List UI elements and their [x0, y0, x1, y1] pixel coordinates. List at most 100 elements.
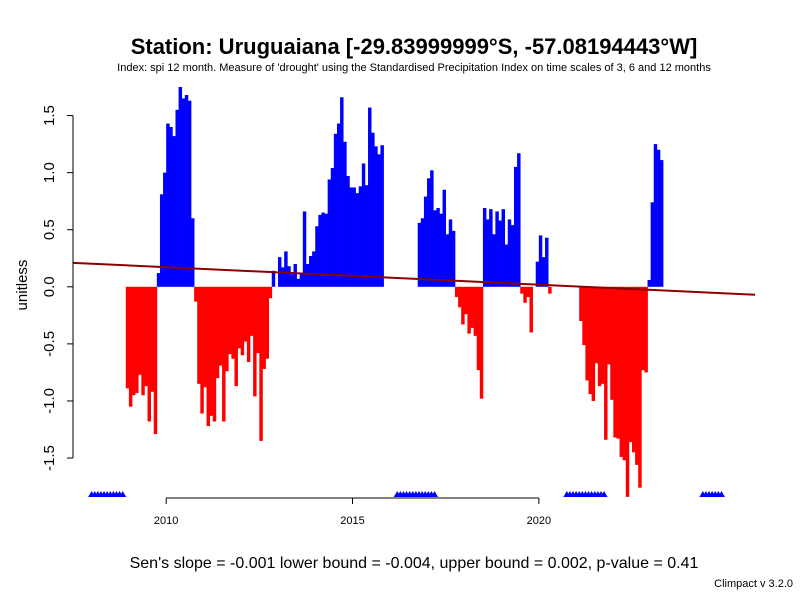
- positive-bar: [330, 168, 335, 287]
- negative-bar: [132, 286, 136, 396]
- negative-bar: [631, 286, 636, 453]
- bar-series: [125, 87, 664, 497]
- positive-bar: [445, 234, 450, 287]
- y-axis: -1.5 -1.0 -0.5 0.0 0.5 1.0 1.5: [41, 105, 74, 471]
- negative-bar: [520, 286, 524, 294]
- negative-bar: [619, 286, 624, 457]
- negative-bar: [467, 286, 471, 334]
- negative-bar: [607, 286, 611, 365]
- negative-bar: [464, 286, 468, 315]
- positive-bar: [361, 163, 366, 287]
- negative-bar: [526, 286, 530, 298]
- negative-bar: [138, 286, 142, 375]
- x-tick-label: 2015: [340, 515, 364, 527]
- positive-bar: [312, 251, 316, 287]
- negative-bar: [641, 286, 645, 371]
- negative-bar: [200, 286, 204, 414]
- negative-bar: [206, 286, 210, 427]
- negative-bar: [246, 286, 251, 363]
- negative-bar: [215, 286, 220, 379]
- positive-bar: [482, 208, 487, 287]
- negative-bar: [594, 286, 599, 364]
- positive-bar: [650, 202, 655, 287]
- positive-bar: [309, 255, 313, 287]
- negative-bar: [604, 286, 608, 440]
- negative-bar: [616, 286, 620, 439]
- negative-bar: [622, 286, 627, 461]
- positive-bar: [507, 219, 512, 287]
- positive-bar: [324, 213, 329, 287]
- x-axis: 2010 2015 2020: [154, 497, 551, 527]
- positive-bar: [296, 278, 301, 287]
- negative-bar: [218, 286, 223, 366]
- positive-bar: [492, 234, 496, 287]
- missing-value-marker: [717, 491, 725, 497]
- negative-bar: [638, 286, 642, 488]
- negative-bar: [262, 286, 266, 369]
- positive-bar: [284, 251, 288, 287]
- positive-bar: [377, 154, 381, 287]
- negative-bar: [253, 286, 257, 397]
- y-axis-label: unitless: [14, 260, 31, 311]
- positive-bar: [321, 212, 325, 287]
- positive-bar: [305, 263, 310, 287]
- positive-bar: [271, 270, 276, 287]
- sens-slope-summary: Sen's slope = -0.001 lower bound = -0.00…: [130, 555, 699, 572]
- chart-subtitle: Index: spi 12 month. Measure of 'drought…: [117, 62, 711, 74]
- positive-bar: [371, 132, 375, 287]
- positive-bar: [448, 219, 453, 287]
- positive-bar: [163, 172, 167, 287]
- positive-bar: [187, 100, 192, 287]
- positive-bar: [175, 109, 179, 287]
- negative-bar: [150, 286, 155, 392]
- negative-bar: [225, 286, 229, 372]
- negative-bar: [588, 286, 592, 395]
- negative-bar: [228, 286, 232, 355]
- negative-bar: [141, 286, 145, 396]
- positive-bar: [486, 219, 490, 287]
- negative-bar: [628, 286, 633, 443]
- positive-bar: [336, 123, 341, 287]
- positive-bar: [156, 273, 161, 287]
- negative-bar: [231, 286, 235, 359]
- positive-bar: [374, 146, 378, 287]
- positive-bar: [510, 225, 515, 287]
- negative-bar: [256, 286, 260, 354]
- positive-bar: [504, 244, 509, 287]
- positive-bar: [281, 267, 285, 287]
- negative-bar: [153, 286, 158, 435]
- positive-bar: [181, 98, 186, 287]
- negative-bar: [128, 286, 133, 407]
- positive-bar: [427, 178, 431, 287]
- positive-bar: [290, 274, 294, 287]
- positive-bar: [517, 153, 521, 287]
- negative-bar: [197, 286, 201, 384]
- positive-bar: [355, 193, 360, 287]
- x-tick-label: 2020: [527, 515, 551, 527]
- positive-bar: [495, 211, 499, 287]
- negative-bar: [234, 286, 238, 387]
- positive-bar: [184, 94, 189, 287]
- negative-bar: [479, 286, 484, 399]
- positive-bar: [653, 144, 658, 287]
- positive-bar: [299, 273, 304, 287]
- x-tick-label: 2010: [154, 515, 178, 527]
- positive-bar: [439, 213, 443, 287]
- positive-bar: [442, 189, 447, 287]
- missing-value-marker: [119, 491, 127, 497]
- negative-bar: [135, 286, 139, 393]
- positive-bar: [498, 220, 502, 287]
- negative-bar: [548, 286, 552, 294]
- y-tick-label: 1.5: [41, 105, 58, 126]
- positive-bar: [327, 179, 332, 287]
- negative-bar: [265, 286, 269, 359]
- negative-bar: [644, 286, 648, 373]
- positive-bar: [364, 185, 369, 287]
- positive-bar: [538, 235, 543, 287]
- missing-data-markers: [88, 491, 725, 497]
- positive-bar: [159, 194, 164, 287]
- chart-title: Station: Uruguaiana [-29.83999999°S, -57…: [131, 34, 698, 59]
- positive-bar: [513, 166, 518, 287]
- positive-bar: [420, 218, 425, 287]
